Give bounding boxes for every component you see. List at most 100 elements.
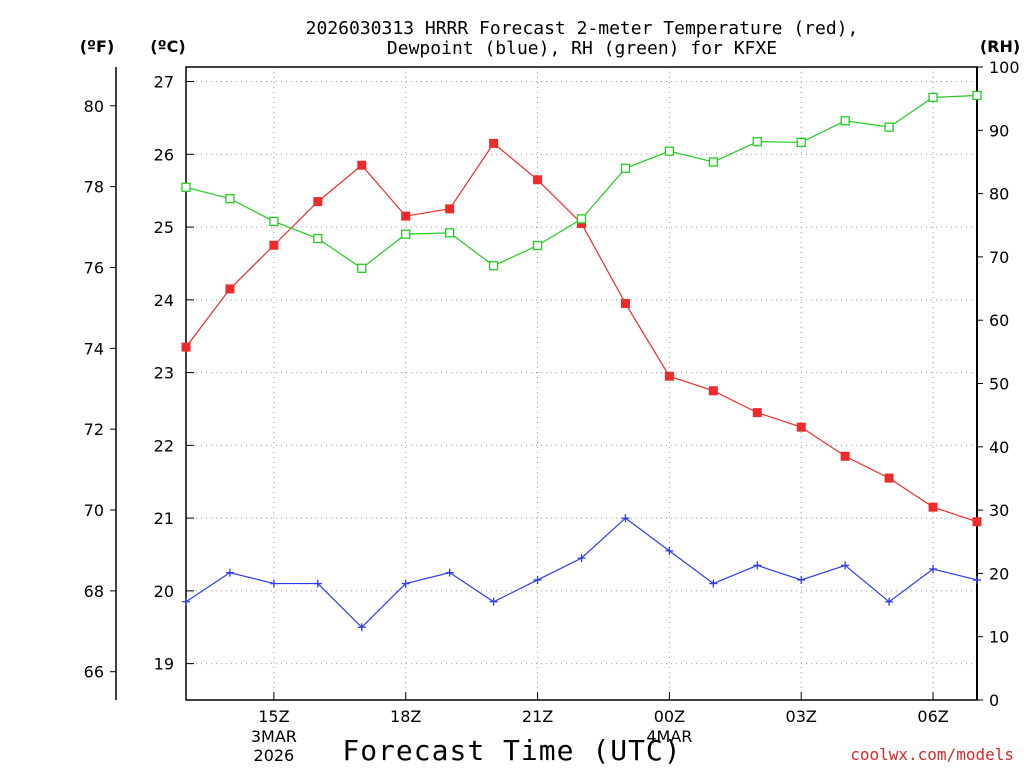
rh-point: [664, 146, 675, 156]
rh-point: [752, 137, 762, 147]
dewpoint-point: [841, 561, 850, 570]
temperature-point: [840, 451, 850, 461]
rh-point: [357, 263, 367, 273]
rh-point: [488, 261, 499, 271]
rh-tick-label: 0: [989, 691, 999, 710]
dewpoint-point: [357, 623, 366, 632]
credit-link[interactable]: coolwx.com/models: [850, 745, 1014, 764]
rh-point: [401, 229, 411, 239]
temperature-point: [664, 371, 674, 381]
celsius-tick-label: 27: [154, 73, 174, 92]
rh-tick-label: 70: [989, 248, 1009, 267]
celsius-tick-label: 20: [154, 582, 174, 601]
celsius-tick-label: 21: [154, 509, 174, 528]
x-tick-label: 15Z: [258, 707, 289, 726]
fahrenheit-unit-label: (ºF): [80, 37, 115, 56]
celsius-unit-label: (ºC): [150, 37, 185, 56]
x-tick-label: 21Z: [522, 707, 553, 726]
dewpoint-point: [269, 579, 278, 588]
rh-tick-label: 90: [989, 121, 1009, 140]
x-tick-date: 3MAR: [251, 727, 297, 746]
rh-point: [796, 137, 806, 147]
data-series: [181, 90, 982, 632]
rh-point: [181, 182, 191, 192]
fahrenheit-tick-label: 68: [84, 582, 104, 601]
rh-tick-label: 10: [989, 628, 1009, 647]
dewpoint-point: [577, 554, 586, 563]
x-tick-date: 4MAR: [646, 727, 692, 746]
dewpoint-point: [797, 575, 806, 584]
rh-point: [928, 92, 938, 103]
x-tick-label: 18Z: [390, 707, 421, 726]
x-tick-label: 00Z: [654, 707, 685, 726]
temperature-point: [928, 502, 938, 512]
temperature-point: [796, 422, 806, 432]
temperature-point: [708, 386, 718, 396]
rh-point: [840, 116, 850, 126]
dewpoint-point: [445, 568, 454, 577]
temperature-point: [489, 138, 499, 148]
temperature-point: [401, 211, 411, 221]
fahrenheit-tick-label: 80: [84, 97, 104, 116]
temperature-point: [620, 298, 630, 308]
rh-point: [708, 157, 718, 167]
dewpoint-point: [401, 579, 410, 588]
rh-point: [576, 214, 587, 224]
fahrenheit-tick-label: 70: [84, 501, 104, 520]
chart-title-line1: 2026030313 HRRR Forecast 2-meter Tempera…: [306, 18, 859, 39]
temperature-line: [185, 142, 978, 523]
dewpoint-point: [225, 568, 234, 577]
grid-lines: [186, 67, 977, 700]
temperature-point: [357, 160, 367, 170]
rh-point: [313, 233, 323, 244]
dewpoint-point: [533, 575, 542, 584]
x-axis-title: Forecast Time (UTC): [342, 734, 681, 767]
dewpoint-point: [753, 561, 762, 570]
rh-point: [225, 194, 235, 204]
rh-line: [185, 94, 978, 270]
celsius-tick-label: 22: [154, 436, 174, 455]
x-tick-label: 06Z: [917, 707, 948, 726]
rh-tick-label: 100: [989, 58, 1020, 77]
dewpoint-point: [665, 546, 674, 555]
rh-tick-label: 40: [989, 438, 1009, 457]
rh-unit-label: (RH): [980, 37, 1020, 56]
rh-tick-label: 20: [989, 564, 1009, 583]
temperature-point: [225, 284, 235, 294]
dewpoint-point: [489, 597, 498, 606]
fahrenheit-tick-label: 76: [84, 258, 104, 277]
celsius-tick-label: 24: [154, 291, 174, 310]
rh-tick-label: 60: [989, 311, 1009, 330]
x-tick-label: 03Z: [786, 707, 817, 726]
fahrenheit-tick-label: 66: [84, 663, 104, 682]
rh-point: [532, 240, 543, 251]
dewpoint-point: [929, 565, 938, 574]
temperature-point: [972, 517, 982, 527]
chart-title-line2: Dewpoint (blue), RH (green) for KFXE: [387, 38, 777, 59]
fahrenheit-tick-label: 72: [84, 420, 104, 439]
rh-point: [445, 228, 455, 238]
celsius-tick-label: 19: [154, 655, 174, 674]
dewpoint-point: [621, 514, 630, 523]
temperature-point: [752, 408, 762, 418]
rh-tick-label: 80: [989, 185, 1009, 204]
rh-point: [972, 90, 982, 101]
dewpoint-point: [182, 597, 190, 606]
fahrenheit-tick-label: 74: [84, 339, 104, 358]
temperature-point: [313, 197, 323, 207]
x-tick-year: 2026: [254, 746, 295, 765]
plot-frame: [185, 66, 978, 701]
temperature-point: [445, 204, 455, 214]
dewpoint-point: [885, 597, 894, 606]
dewpoint-line: [185, 517, 978, 629]
temperature-point: [533, 175, 543, 185]
temperature-point: [181, 342, 191, 352]
celsius-tick-label: 23: [154, 364, 174, 383]
fahrenheit-tick-label: 78: [84, 178, 104, 197]
rh-point: [620, 163, 631, 173]
dewpoint-point: [313, 579, 322, 588]
rh-tick-label: 30: [989, 501, 1009, 520]
celsius-tick-label: 25: [154, 218, 174, 237]
